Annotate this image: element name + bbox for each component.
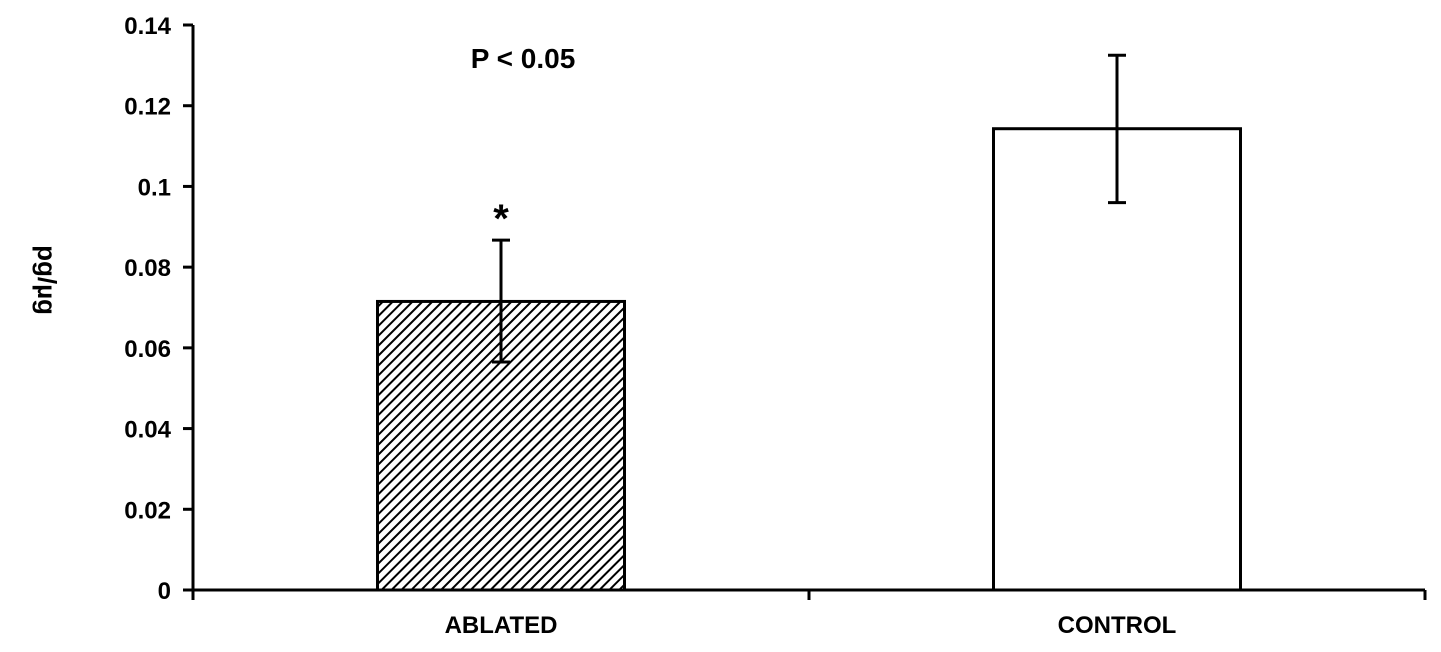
- y-tick-label: 0.1: [138, 174, 171, 201]
- x-category-label: ABLATED: [445, 612, 558, 639]
- bars: [376, 127, 1242, 592]
- error-bars: [492, 53, 1126, 364]
- y-axis-label: pg/µg: [32, 245, 62, 315]
- y-tick-label: 0.08: [124, 255, 171, 282]
- y-tick-label: 0.12: [124, 94, 171, 121]
- y-tick-label: 0.04: [124, 417, 171, 444]
- y-tick-label: 0.06: [124, 336, 171, 363]
- significance-marker: *: [493, 197, 509, 241]
- p-value-annotation: P < 0.05: [471, 43, 576, 74]
- y-tick-label: 0.02: [124, 497, 171, 524]
- y-tick-label: 0: [158, 578, 171, 605]
- x-category-label: CONTROL: [1058, 612, 1177, 639]
- labels: 0 0.02 0.04 0.06 0.08 0.1 0.12 0.14 ABLATED * CONT…: [124, 13, 1176, 639]
- bar-control: [992, 127, 1242, 592]
- y-tick-label: 0.14: [124, 13, 171, 40]
